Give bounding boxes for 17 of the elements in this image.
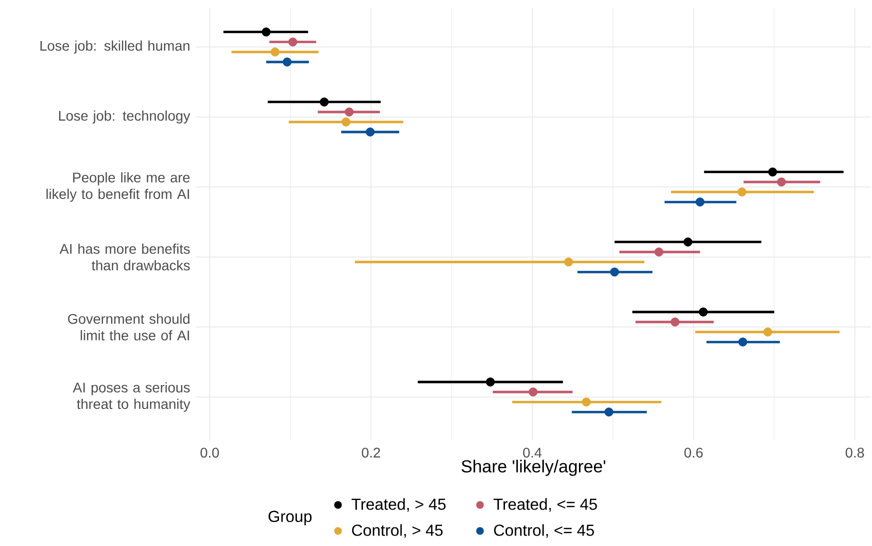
x-tick-label: 0.8 [846,448,864,458]
legend-label: Control, <= 45 [494,524,594,538]
legend-label: Treated, <= 45 [494,498,597,512]
x-tick-label: 0.6 [684,448,703,458]
y-tick-label: AI poses a serious threat to humanity [72,382,190,412]
legend-label: Treated, > 45 [352,498,446,512]
x-tick-label: 0.4 [523,448,542,458]
y-tick-label: Lose job: skilled human [40,40,190,54]
x-tick-label: 0.2 [362,448,380,458]
x-tick-label: 0.0 [200,448,219,458]
y-tick-label: People like me are likely to benefit from AI [46,172,190,202]
y-tick-label: Lose job: technology [59,110,190,124]
legend-title: Group [268,510,312,526]
x-axis-title: Share 'likely/agree' [462,460,606,476]
y-tick-label: Government should limit the use of AI [68,314,190,340]
legend-label: Control, > 45 [352,524,443,538]
y-tick-label: AI has more benefits than drawbacks [60,244,190,270]
